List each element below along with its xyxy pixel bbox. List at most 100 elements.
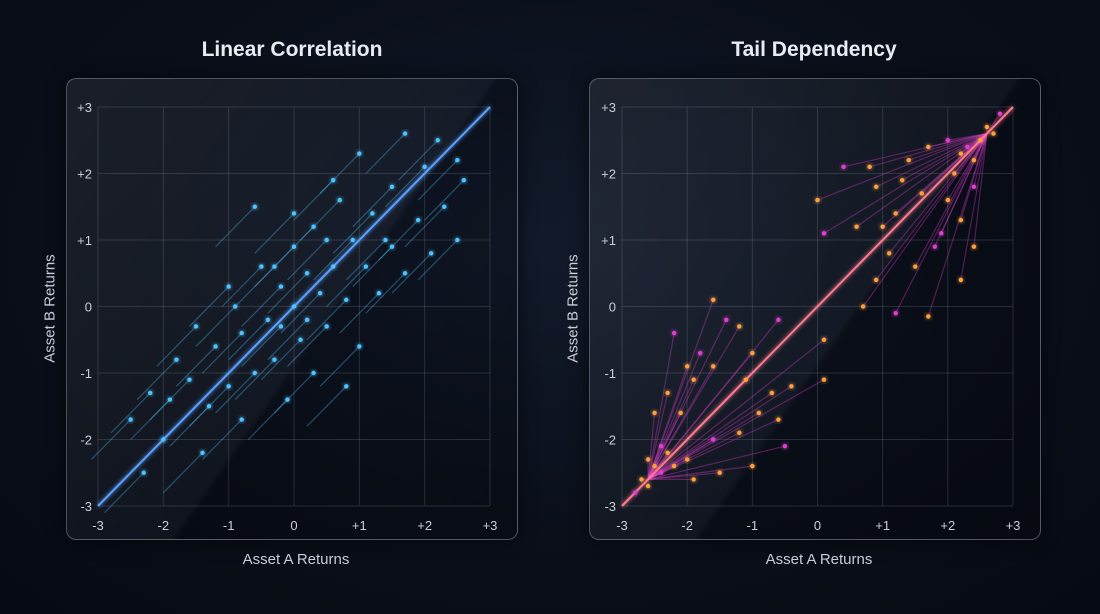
data-point <box>344 297 349 303</box>
data-point <box>958 217 964 223</box>
data-point <box>402 131 408 136</box>
data-point <box>389 184 395 189</box>
point-trail <box>817 133 988 201</box>
data-point <box>402 271 408 276</box>
x-tick-label: +2 <box>940 518 955 533</box>
x-tick-label: 0 <box>290 518 297 533</box>
point-trail <box>647 366 688 480</box>
chart-title-linear: Linear Correlation <box>201 38 383 61</box>
data-point <box>919 191 924 196</box>
data-point <box>317 291 323 296</box>
data-point <box>272 264 277 269</box>
data-point <box>893 310 898 316</box>
data-point <box>867 164 872 170</box>
data-point <box>252 370 257 376</box>
data-point <box>187 377 192 382</box>
point-trail <box>934 133 988 247</box>
data-point <box>442 204 447 209</box>
x-axis-label-linear: Asset A Returns <box>242 551 350 568</box>
data-point <box>893 211 898 216</box>
data-point <box>711 364 716 369</box>
point-trail <box>365 272 406 314</box>
point-trail <box>273 372 315 414</box>
data-point <box>226 384 231 389</box>
data-point <box>148 390 153 396</box>
point-trail <box>215 372 256 414</box>
point-trail <box>352 246 393 287</box>
y-tick-label: 0 <box>609 300 616 315</box>
y-tick-label: +3 <box>77 100 92 115</box>
point-trail <box>306 385 347 427</box>
data-point <box>639 477 644 482</box>
data-point <box>665 390 670 396</box>
data-point <box>344 384 349 389</box>
point-trail <box>927 133 988 317</box>
point-trail <box>843 133 988 168</box>
point-trail <box>647 445 662 480</box>
data-point <box>324 324 329 329</box>
point-trail <box>234 266 275 307</box>
data-point <box>900 177 905 183</box>
y-tick-label: +1 <box>77 233 92 248</box>
y-tick-label: -2 <box>80 433 92 448</box>
point-trail <box>110 392 151 434</box>
data-point <box>782 443 788 449</box>
point-trail <box>647 432 740 480</box>
data-point <box>691 477 696 482</box>
data-point <box>658 470 664 475</box>
data-point <box>272 357 277 362</box>
point-trail <box>648 472 720 480</box>
point-trail <box>404 206 445 248</box>
data-point <box>298 337 303 342</box>
data-point <box>455 237 460 243</box>
point-trail <box>391 252 432 294</box>
point-trail <box>175 345 217 387</box>
data-point <box>841 164 846 170</box>
point-trail <box>960 133 988 221</box>
data-point <box>233 304 238 309</box>
data-point <box>350 237 355 243</box>
chart-title-tail: Tail Dependency <box>731 38 897 61</box>
point-trail <box>267 319 308 361</box>
data-point <box>291 211 297 216</box>
point-trail <box>647 319 779 480</box>
data-point <box>737 430 742 436</box>
x-tick-label: +2 <box>417 518 432 533</box>
data-point <box>128 417 133 422</box>
point-trail <box>417 159 458 201</box>
point-trail <box>130 399 171 440</box>
point-trail <box>215 206 256 248</box>
data-point <box>743 377 749 382</box>
data-point <box>945 138 951 143</box>
point-trail <box>647 299 714 480</box>
point-trail <box>241 326 282 367</box>
data-point <box>906 158 911 163</box>
data-point <box>304 271 310 276</box>
point-trail <box>647 465 753 480</box>
point-trail <box>345 239 386 281</box>
data-point <box>213 344 218 349</box>
point-trail <box>156 326 197 367</box>
point-trail <box>365 133 406 174</box>
data-point <box>971 244 977 249</box>
point-trail <box>947 133 988 141</box>
data-point <box>206 404 212 409</box>
point-trail <box>895 133 988 214</box>
data-point <box>200 450 205 455</box>
data-point <box>991 131 996 136</box>
data-point <box>461 177 467 183</box>
point-trail <box>189 286 230 327</box>
point-trail <box>647 392 669 480</box>
y-tick-label: +3 <box>601 100 616 115</box>
point-trail <box>647 412 760 480</box>
data-point <box>698 350 703 356</box>
data-point <box>821 231 827 236</box>
point-trail <box>326 266 367 307</box>
data-point <box>324 237 329 243</box>
data-point <box>769 390 775 396</box>
data-point <box>945 197 951 203</box>
data-point <box>455 158 460 163</box>
data-point <box>932 244 937 249</box>
data-point <box>337 197 342 203</box>
